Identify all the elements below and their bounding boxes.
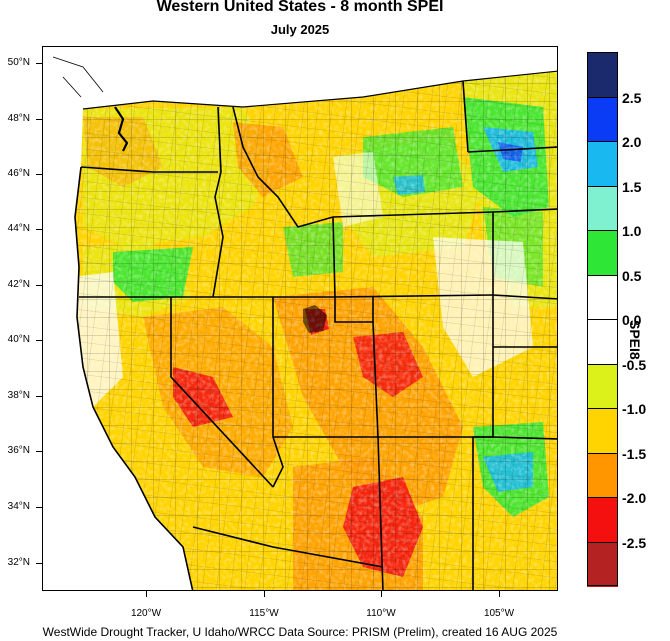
lat-tick (36, 507, 42, 508)
colorbar-segment (587, 497, 618, 543)
colorbar-segment (587, 230, 618, 276)
map-subtitle: July 2025 (270, 22, 330, 37)
colorbar-label: -1.5 (622, 446, 647, 462)
lat-tick (36, 563, 42, 564)
colorbar (587, 52, 618, 587)
lat-label: 42°N (7, 279, 30, 290)
lon-tick (146, 591, 147, 597)
colorbar-segment (587, 452, 618, 498)
lon-tick (499, 591, 500, 597)
lat-label: 44°N (7, 223, 30, 234)
colorbar-label: 0.0 (622, 312, 642, 328)
colorbar-segment (587, 541, 618, 587)
map-title: Western United States - 8 month SPEI (156, 0, 444, 15)
lat-label: 38°N (7, 390, 30, 401)
footer-credit: WestWide Drought Tracker, U Idaho/WRCC D… (42, 625, 558, 639)
lat-label: 36°N (7, 445, 30, 456)
lon-tick (381, 591, 382, 597)
colorbar-label: -0.5 (622, 357, 647, 373)
lat-tick (36, 174, 42, 175)
colorbar-label: -2.0 (622, 490, 647, 506)
lon-label: 110°W (366, 608, 396, 619)
colorbar-segment (587, 96, 618, 142)
drought-map (42, 46, 558, 591)
lon-tick (264, 591, 265, 597)
lat-label: 46°N (7, 168, 30, 179)
lat-label: 50°N (7, 57, 30, 68)
lat-tick (36, 451, 42, 452)
colorbar-label: 2.5 (622, 90, 642, 106)
colorbar-segment (587, 185, 618, 231)
colorbar-segment (587, 141, 618, 187)
colorbar-segment (587, 319, 618, 365)
lat-tick (36, 119, 42, 120)
lat-label: 32°N (7, 557, 30, 568)
colorbar-label: 0.5 (622, 268, 642, 284)
lat-tick (36, 229, 42, 230)
colorbar-label: 2.0 (622, 134, 642, 150)
lat-label: 34°N (7, 501, 30, 512)
colorbar-label: 1.5 (622, 179, 642, 195)
lat-label: 48°N (7, 113, 30, 124)
colorbar-label: -1.0 (622, 401, 647, 417)
lon-label: 120°W (130, 608, 162, 619)
lat-tick (36, 63, 42, 64)
lon-label: 115°W (249, 608, 279, 619)
colorbar-segment (587, 274, 618, 320)
spei-field (75, 71, 557, 590)
lat-label: 40°N (7, 334, 30, 345)
colorbar-outline (587, 52, 618, 586)
colorbar-label: -2.5 (622, 535, 647, 551)
lat-tick (36, 396, 42, 397)
colorbar-segment (587, 363, 618, 409)
lon-label: 105°W (483, 608, 515, 619)
lat-tick (36, 285, 42, 286)
colorbar-segment (587, 52, 618, 98)
state-boundaries (79, 80, 557, 590)
map-canvas (52, 56, 557, 590)
lat-tick (36, 340, 42, 341)
colorbar-segment (587, 408, 618, 454)
colorbar-label: 1.0 (622, 223, 642, 239)
